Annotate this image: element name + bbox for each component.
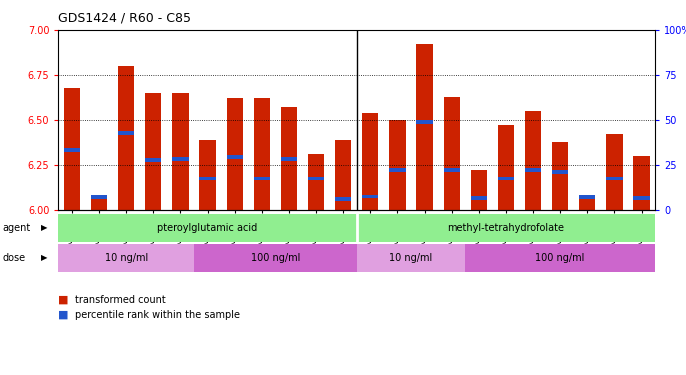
Bar <box>335 197 351 201</box>
Bar <box>389 120 405 210</box>
Bar <box>64 148 80 152</box>
Bar <box>606 134 623 210</box>
Bar <box>64 88 80 210</box>
Bar <box>281 107 297 210</box>
Bar <box>200 177 215 180</box>
Bar <box>552 170 568 174</box>
Bar <box>281 157 297 160</box>
Text: GDS1424 / R60 - C85: GDS1424 / R60 - C85 <box>58 11 191 24</box>
Bar <box>118 66 134 210</box>
Bar <box>335 140 351 210</box>
Text: agent: agent <box>2 223 30 233</box>
Text: ▶: ▶ <box>41 254 48 262</box>
Bar <box>465 244 655 272</box>
Bar <box>525 168 541 172</box>
Bar <box>58 214 357 242</box>
Bar <box>579 195 595 200</box>
Text: 10 ng/ml: 10 ng/ml <box>104 253 147 263</box>
Bar <box>226 98 243 210</box>
Text: ■: ■ <box>58 295 69 305</box>
Bar <box>145 158 161 162</box>
Text: 10 ng/ml: 10 ng/ml <box>390 253 433 263</box>
Bar <box>579 199 595 210</box>
Text: methyl-tetrahydrofolate: methyl-tetrahydrofolate <box>447 223 565 233</box>
Bar <box>525 111 541 210</box>
Bar <box>91 195 107 200</box>
Bar <box>118 130 134 135</box>
Bar <box>633 196 650 200</box>
Text: dose: dose <box>2 253 25 263</box>
Text: ▶: ▶ <box>41 224 48 232</box>
Bar <box>552 142 568 210</box>
Text: pteroylglutamic acid: pteroylglutamic acid <box>157 223 258 233</box>
Bar <box>606 177 623 180</box>
Bar <box>58 244 194 272</box>
Bar <box>308 177 324 180</box>
Bar <box>444 168 460 172</box>
Bar <box>200 140 215 210</box>
Bar <box>226 155 243 159</box>
Bar <box>471 170 487 210</box>
Bar <box>91 199 107 210</box>
Bar <box>194 244 357 272</box>
Bar <box>362 195 379 198</box>
Text: ■: ■ <box>58 310 69 320</box>
Bar <box>357 244 465 272</box>
Bar <box>254 177 270 180</box>
Bar <box>498 177 514 180</box>
Bar <box>308 154 324 210</box>
Bar <box>416 44 433 210</box>
Bar <box>498 125 514 210</box>
Bar <box>389 168 405 172</box>
Bar <box>444 97 460 210</box>
Bar <box>145 93 161 210</box>
Bar <box>416 120 433 124</box>
Text: percentile rank within the sample: percentile rank within the sample <box>75 310 241 320</box>
Bar <box>254 98 270 210</box>
Bar <box>633 156 650 210</box>
Text: 100 ng/ml: 100 ng/ml <box>250 253 300 263</box>
Bar <box>362 113 379 210</box>
Bar <box>172 93 189 210</box>
Bar <box>172 157 189 160</box>
Bar <box>471 196 487 200</box>
Bar <box>357 214 655 242</box>
Text: 100 ng/ml: 100 ng/ml <box>536 253 585 263</box>
Text: transformed count: transformed count <box>75 295 166 305</box>
